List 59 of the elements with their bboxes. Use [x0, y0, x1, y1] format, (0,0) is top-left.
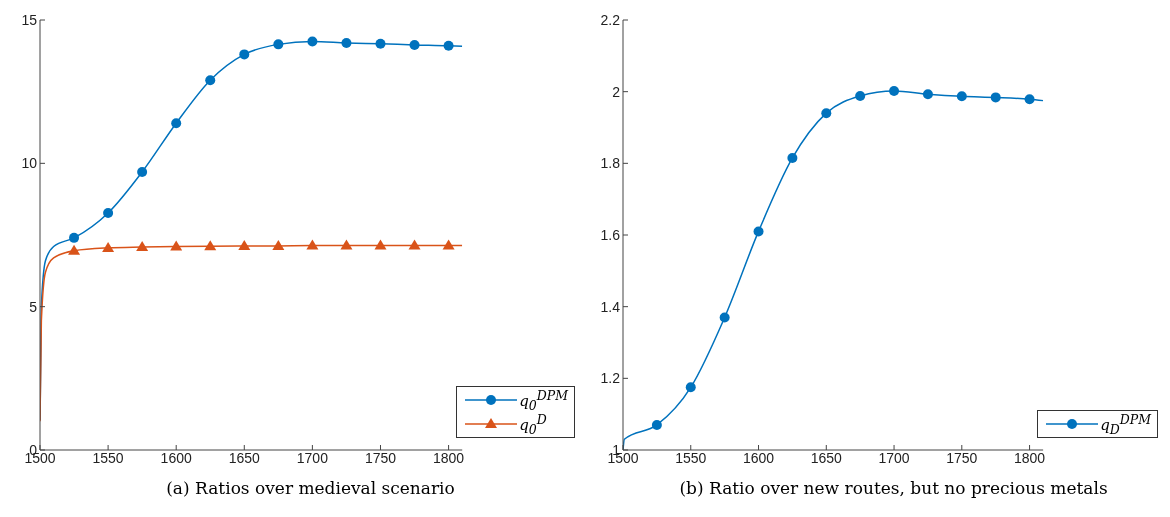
- point: [1024, 94, 1035, 105]
- y-tick-label: 1.6: [600, 226, 621, 243]
- point: [990, 92, 1001, 103]
- x-tick-label: 1550: [92, 449, 124, 466]
- y-tick-label: 5: [29, 298, 38, 315]
- point: [239, 49, 250, 60]
- point: [374, 239, 387, 250]
- point: [137, 166, 148, 177]
- point: [408, 239, 421, 250]
- point: [787, 152, 798, 163]
- text: (b) Ratio over new routes, but no precious metals: [678, 478, 1109, 498]
- point: [273, 39, 284, 50]
- point: [443, 40, 454, 51]
- y-tick-label: 10: [21, 155, 38, 172]
- point: [855, 90, 866, 101]
- x-tick-label: 1750: [364, 449, 397, 466]
- point: [753, 226, 764, 237]
- y-tick-label: 1.4: [600, 298, 621, 315]
- point: [306, 239, 319, 250]
- x-tick-label: 1650: [228, 449, 261, 466]
- point: [68, 244, 81, 255]
- point: [307, 36, 318, 47]
- text: (a) Ratios over medieval scenario: [165, 478, 456, 498]
- y-tick-label: 1.8: [600, 155, 621, 172]
- point: [375, 38, 386, 49]
- point: [69, 232, 80, 243]
- x-tick-label: 1700: [878, 449, 910, 466]
- point: [651, 419, 662, 430]
- y-tick-label: 1.2: [600, 370, 621, 387]
- x-tick-label: 1550: [675, 449, 707, 466]
- point: [409, 39, 420, 50]
- point: [170, 240, 183, 251]
- point: [341, 37, 352, 48]
- x-tick-label: 1600: [160, 449, 192, 466]
- point: [103, 207, 114, 218]
- y-tick-label: 15: [21, 11, 38, 28]
- point: [442, 239, 455, 250]
- point: [956, 91, 967, 102]
- point: [719, 312, 730, 323]
- x-tick-label: 1750: [946, 449, 978, 466]
- x-tick-label: 1650: [810, 449, 843, 466]
- point: [102, 241, 115, 252]
- x-tick-label: 1800: [1013, 449, 1046, 466]
- point: [685, 382, 696, 393]
- y-tick-label: 2: [612, 83, 621, 100]
- y-tick-label: 2.2: [600, 11, 621, 28]
- x-tick-label: 1600: [742, 449, 775, 466]
- x-tick-label: 1800: [433, 449, 465, 466]
- point: [821, 108, 832, 119]
- point: [204, 240, 217, 251]
- point: [340, 239, 353, 250]
- point: [238, 239, 251, 250]
- point: [171, 118, 182, 129]
- point: [205, 75, 216, 86]
- x-tick-label: 1700: [296, 449, 329, 466]
- point: [889, 85, 900, 96]
- point: [136, 241, 149, 252]
- point: [922, 89, 933, 100]
- point: [272, 239, 285, 250]
